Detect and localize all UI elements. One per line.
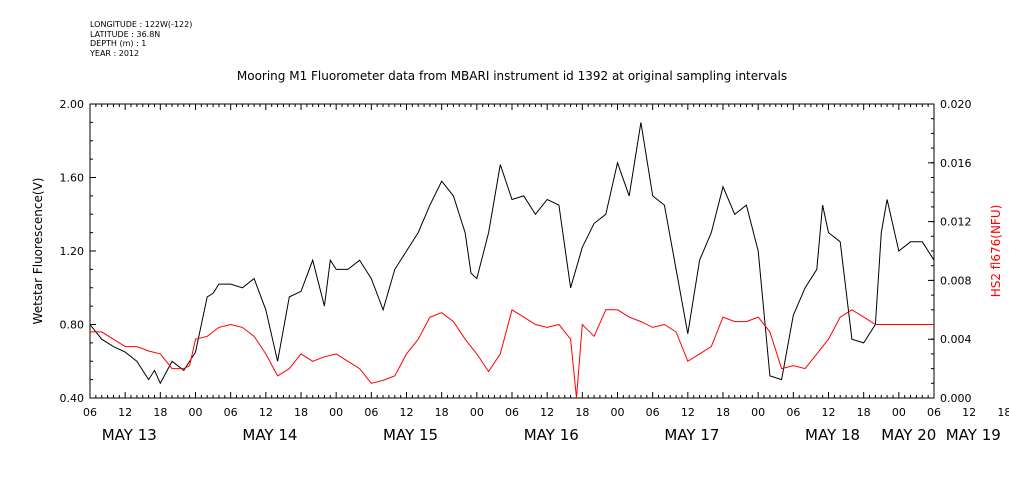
x-hour-tick-label: 06 [224,406,238,419]
x-hour-tick-label: 18 [575,406,589,419]
right-y-tick-label: 0.016 [940,157,972,170]
left-y-tick-label: 1.60 [60,172,85,185]
x-hour-tick-label: 12 [822,406,836,419]
left-y-tick-label: 1.20 [60,245,85,258]
x-hour-tick-label: 18 [153,406,167,419]
x-hour-tick-label: 06 [646,406,660,419]
hs2-fl676-line [90,309,934,399]
x-day-label: MAY 19 [946,426,1001,444]
x-hour-tick-label: 00 [611,406,625,419]
plot-frame [89,103,935,399]
x-hour-tick-label: 00 [751,406,765,419]
x-hour-tick-label: 00 [329,406,343,419]
right-y-tick-label: 0.000 [940,392,972,405]
chart-title: Mooring M1 Fluorometer data from MBARI i… [237,69,787,83]
x-hour-tick-label: 06 [927,406,941,419]
x-hour-tick-label: 12 [400,406,414,419]
x-day-label: MAY 20 [881,426,936,444]
right-y-tick-label: 0.020 [940,98,972,111]
x-day-label: MAY 16 [524,426,579,444]
x-hour-tick-label: 18 [997,406,1009,419]
x-hour-tick-label: 18 [435,406,449,419]
left-y-tick-label: 2.00 [60,98,85,111]
x-day-label: MAY 14 [242,426,297,444]
x-hour-tick-label: 06 [786,406,800,419]
x-hour-tick-label: 18 [294,406,308,419]
right-y-axis-title: HS2 fl676(NFU) [989,205,1003,298]
x-day-label: MAY 13 [102,426,157,444]
x-hour-tick-label: 12 [540,406,554,419]
minor-ticks [89,104,935,398]
x-hour-tick-label: 12 [962,406,976,419]
x-hour-tick-label: 06 [364,406,378,419]
left-y-tick-label: 0.80 [60,319,85,332]
x-hour-tick-label: 00 [189,406,203,419]
left-y-axis-title: Wetstar Fluorescence(V) [31,178,45,325]
x-hour-tick-label: 12 [118,406,132,419]
metadata-block: LONGITUDE : 122W(-122) LATITUDE : 36.8N … [90,20,192,58]
longitude-line: LONGITUDE : 122W(-122) [90,20,193,29]
right-y-tick-label: 0.012 [940,216,972,229]
x-day-label: MAY 17 [664,426,719,444]
right-y-tick-label: 0.008 [940,274,972,287]
x-hour-tick-label: 06 [505,406,519,419]
series-layer [89,122,935,399]
x-day-label: MAY 15 [383,426,438,444]
latitude-line: LATITUDE : 36.8N [90,29,161,39]
wetstar-fluorescence-line [89,122,935,385]
left-y-axis: 0.40 0.80 1.20 1.60 2.00 [60,98,96,405]
x-hour-tick-label: 06 [83,406,97,419]
x-hour-tick-label: 18 [857,406,871,419]
right-y-tick-label: 0.004 [940,333,972,346]
x-day-label: MAY 18 [805,426,860,444]
x-hour-tick-label: 00 [470,406,484,419]
x-hour-tick-label: 12 [681,406,695,419]
x-hour-tick-label: 12 [259,406,273,419]
depth-line: DEPTH (m) : 1 [90,39,147,48]
year-line: YEAR : 2012 [90,48,140,58]
left-y-tick-label: 0.40 [60,392,85,405]
x-hour-tick-label: 00 [892,406,906,419]
right-y-axis: 0.000 0.004 0.008 0.012 0.016 0.020 [928,98,972,405]
x-hour-tick-label: 18 [716,406,730,419]
x-axis: 06 12 18 00 06 12 18 00 06 12 18 00 06 12 18 00 06 12 18 00… [83,406,1009,444]
